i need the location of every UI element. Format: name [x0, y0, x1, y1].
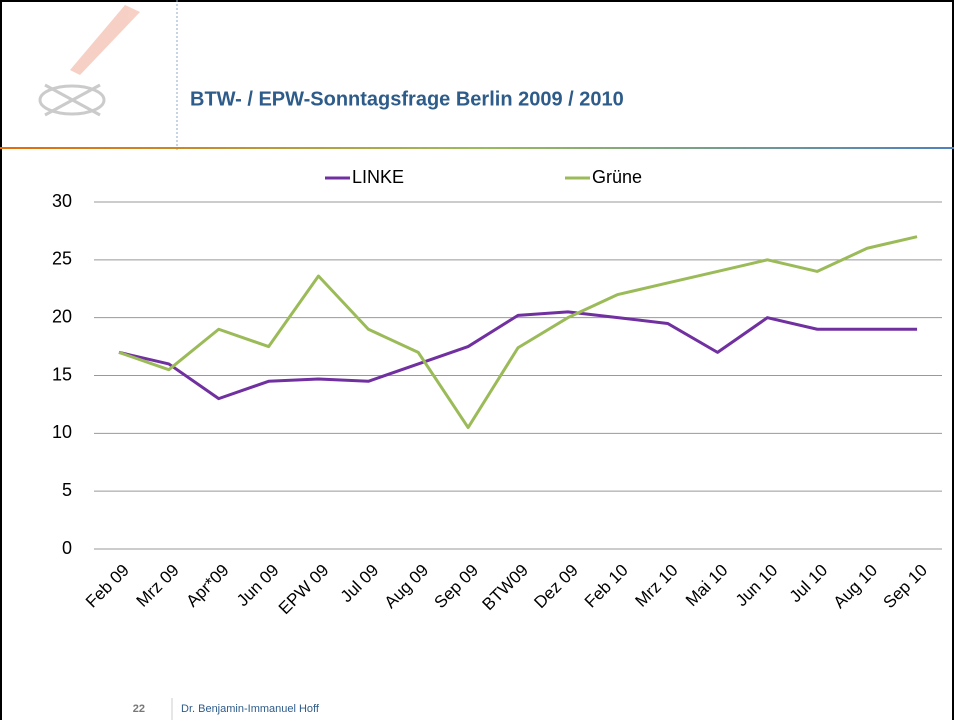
page-number: 22 [133, 703, 145, 715]
y-tick-label: 5 [62, 480, 72, 500]
y-tick-label: 30 [52, 191, 72, 211]
legend-label: LINKE [352, 167, 404, 187]
legend-label: Grüne [592, 167, 642, 187]
y-tick-label: 20 [52, 306, 72, 326]
y-tick-label: 10 [52, 422, 72, 442]
header-rule [0, 147, 954, 149]
y-tick-label: 15 [52, 364, 72, 384]
footer-author: Dr. Benjamin-Immanuel Hoff [181, 703, 320, 715]
y-tick-label: 25 [52, 249, 72, 269]
y-tick-label: 0 [62, 538, 72, 558]
slide: BTW- / EPW-Sonntagsfrage Berlin 2009 / 2… [0, 0, 954, 720]
slide-title: BTW- / EPW-Sonntagsfrage Berlin 2009 / 2… [190, 88, 624, 110]
